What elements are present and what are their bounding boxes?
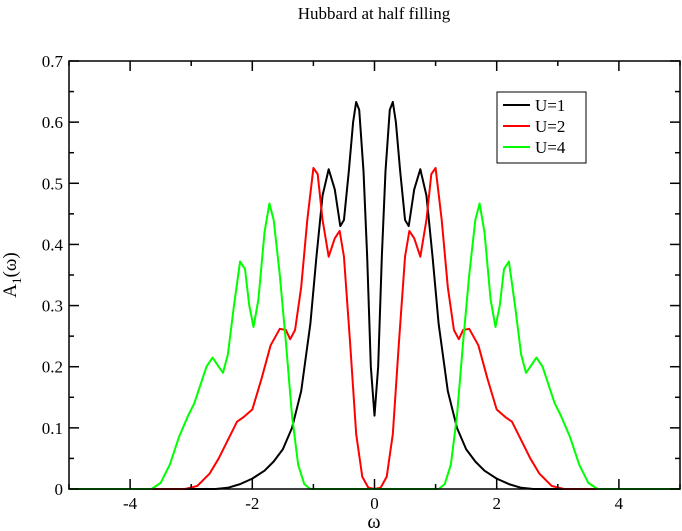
legend-box — [496, 91, 587, 164]
y-tick-label: 0 — [55, 480, 64, 499]
chart-title: Hubbard at half filling — [298, 4, 451, 23]
x-tick-label: 4 — [615, 494, 624, 513]
x-tick-label: -2 — [245, 494, 259, 513]
y-axis-label-main: A — [0, 284, 21, 298]
legend: U=1 U=2 U=4 — [496, 91, 587, 164]
y-tick-label: 0.1 — [42, 419, 63, 438]
x-tick-label: 0 — [370, 494, 379, 513]
plot-frame — [68, 60, 681, 490]
legend-label-u2: U=2 — [535, 117, 565, 136]
x-axis-label: ω — [367, 511, 380, 531]
series-line-u4 — [69, 202, 680, 490]
y-tick-label: 0.5 — [42, 174, 63, 193]
series-line-u1 — [69, 100, 680, 490]
x-tick-label: 2 — [492, 494, 501, 513]
y-tick-label: 0.3 — [42, 297, 63, 316]
y-axis: 0 0.1 0.2 0.3 0.4 0.5 0.6 0.7 — [42, 52, 680, 499]
y-tick-label: 0.6 — [42, 113, 63, 132]
series-layer — [69, 100, 680, 490]
y-tick-label: 0.7 — [42, 52, 64, 71]
legend-label-u1: U=1 — [535, 96, 565, 115]
y-tick-label: 0.4 — [42, 235, 64, 254]
legend-label-u4: U=4 — [535, 138, 566, 157]
y-axis-label: A1(ω) — [0, 252, 24, 297]
series-line-u2 — [69, 167, 680, 490]
x-axis: -4 -2 0 2 4 — [68, 61, 681, 513]
y-tick-label: 0.2 — [42, 358, 63, 377]
y-axis-label-subscript: 1 — [9, 277, 24, 284]
y-axis-label-tail: (ω) — [0, 252, 21, 277]
x-tick-label: -4 — [123, 494, 138, 513]
